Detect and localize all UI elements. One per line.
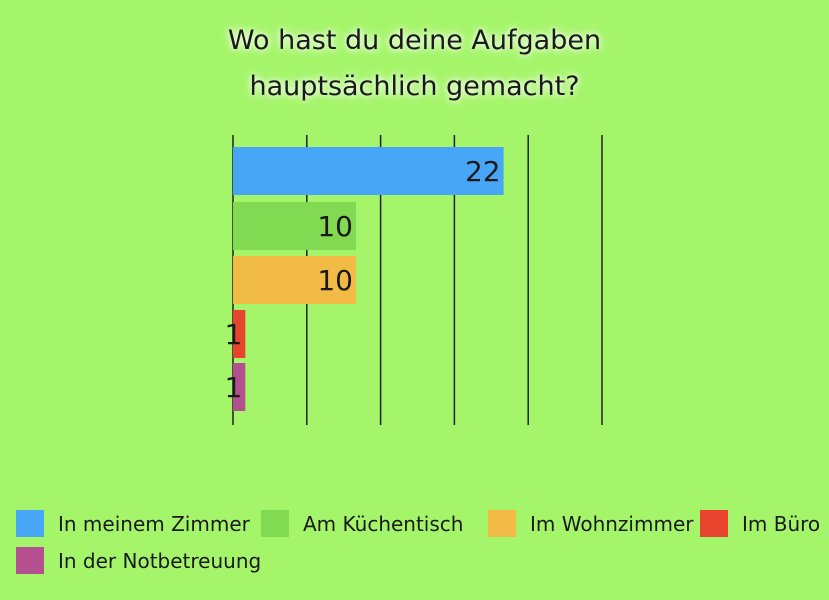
legend-swatch [261, 510, 289, 537]
bar [233, 363, 246, 411]
legend-item-im-buero: Im Büro [700, 510, 820, 537]
bar [233, 202, 356, 250]
legend-item-am-kuechentisch: Am Küchentisch [261, 510, 463, 537]
legend-swatch [16, 547, 44, 574]
bar [233, 147, 504, 195]
bar-value-label: 10 [317, 210, 353, 243]
bar [233, 310, 246, 358]
bar [233, 256, 356, 304]
bar-value-label: 1 [224, 318, 242, 351]
legend-item-in-meinem-zimmer: In meinem Zimmer [16, 510, 250, 537]
legend-swatch [700, 510, 728, 537]
chart-title: Wo hast du deine Aufgaben hauptsächlich … [0, 18, 829, 110]
legend-label: Am Küchentisch [303, 511, 464, 536]
legend-label: In der Notbetreuung [58, 548, 262, 573]
legend-label: Im Wohnzimmer [530, 511, 694, 536]
legend-label: Im Büro [742, 511, 821, 536]
legend-swatch [16, 510, 44, 537]
legend-item-im-wohnzimmer: Im Wohnzimmer [488, 510, 693, 537]
legend-swatch [488, 510, 516, 537]
legend-item-in-der-notbetreuung: In der Notbetreuung [16, 547, 261, 574]
bar-value-label: 22 [465, 155, 501, 188]
legend-label: In meinem Zimmer [58, 511, 250, 536]
chart-title-line-2: hauptsächlich gemacht? [249, 71, 580, 102]
bar-value-label: 1 [224, 371, 242, 404]
bar-value-label: 10 [317, 264, 353, 297]
chart-title-line-1: Wo hast du deine Aufgaben [227, 25, 602, 56]
